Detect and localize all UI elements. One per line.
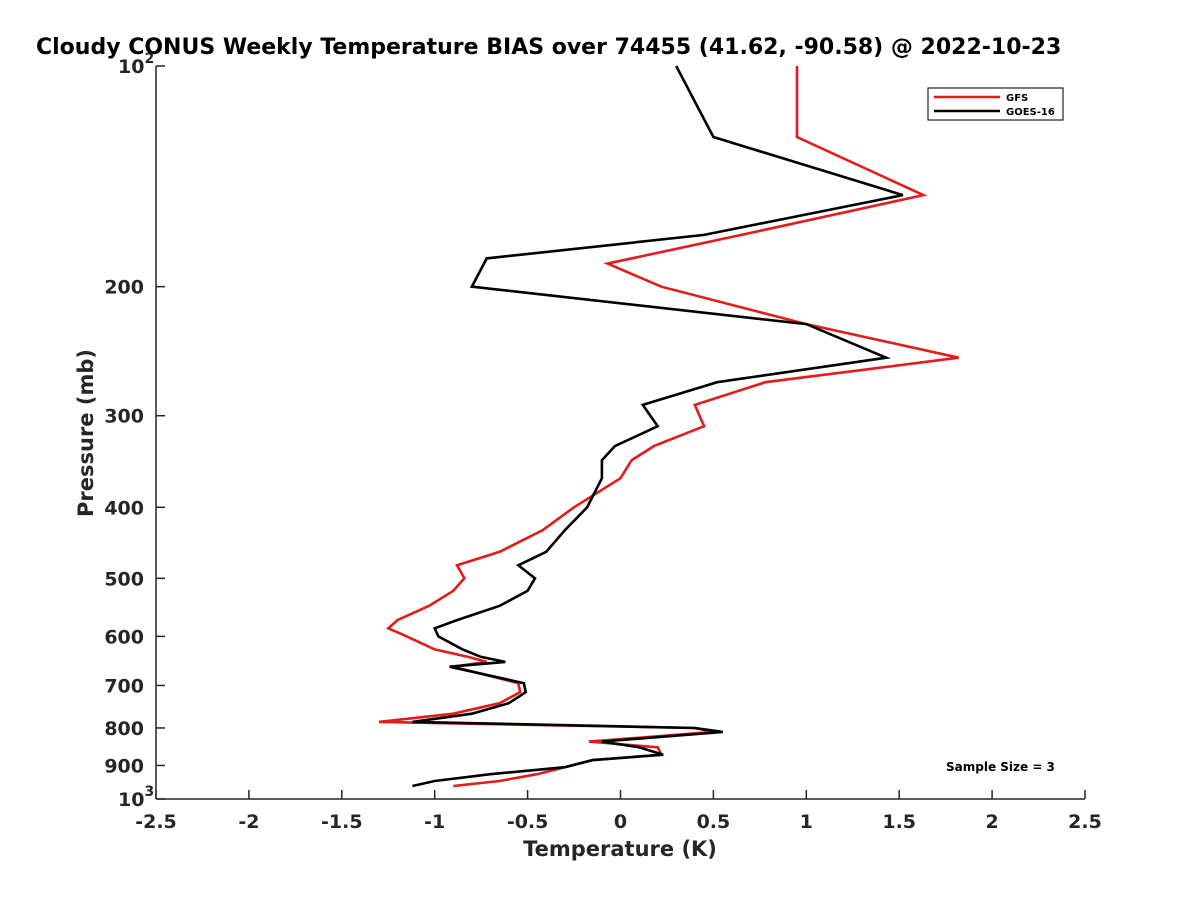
legend: GFS GOES-16	[927, 87, 1064, 121]
legend-box	[927, 87, 1064, 121]
y-tick-label: 102	[118, 51, 154, 78]
x-tick-label: 2.5	[1068, 811, 1102, 833]
y-tick-label: 700	[104, 675, 144, 697]
x-tick-label: 1	[800, 811, 813, 833]
x-axis-label: Temperature (K)	[523, 837, 717, 861]
plot-series	[378, 65, 959, 788]
y-tick-label: 300	[104, 406, 144, 428]
y-tick-label: 103	[118, 784, 154, 811]
x-axis-ticks: -2.5 -2 -1.5 -1 -0.5 0 0.5 1 1.5 2 2.5	[135, 790, 1102, 833]
y-tick-label: 800	[104, 718, 144, 740]
legend-label: GOES-16	[1006, 107, 1055, 118]
series-line-gfs	[378, 66, 959, 788]
x-tick-label: -2.5	[135, 811, 177, 833]
y-tick-label: 900	[104, 755, 144, 777]
x-tick-label: -2	[238, 811, 259, 833]
y-tick-label: 600	[104, 626, 144, 648]
chart-title: Cloudy CONUS Weekly Temperature BIAS ove…	[36, 35, 1061, 60]
y-tick-label: 400	[104, 497, 144, 519]
x-tick-label: -1	[424, 811, 445, 833]
x-tick-label: -1.5	[321, 811, 363, 833]
x-tick-label: 1.5	[882, 811, 916, 833]
series-line-goes-16	[412, 65, 904, 788]
legend-label: GFS	[1006, 93, 1028, 104]
x-tick-label: 0	[614, 811, 627, 833]
y-axis-label: Pressure (mb)	[74, 349, 98, 517]
x-tick-label: -0.5	[507, 811, 549, 833]
y-tick-label: 200	[104, 277, 144, 299]
y-axis-ticks: 102 200 300 400 500 600 700 800 900 103	[104, 51, 165, 811]
y-tick-label: 500	[104, 568, 144, 590]
x-tick-label: 2	[985, 811, 998, 833]
sample-size-annotation: Sample Size = 3	[946, 760, 1055, 774]
x-tick-label: 0.5	[697, 811, 731, 833]
